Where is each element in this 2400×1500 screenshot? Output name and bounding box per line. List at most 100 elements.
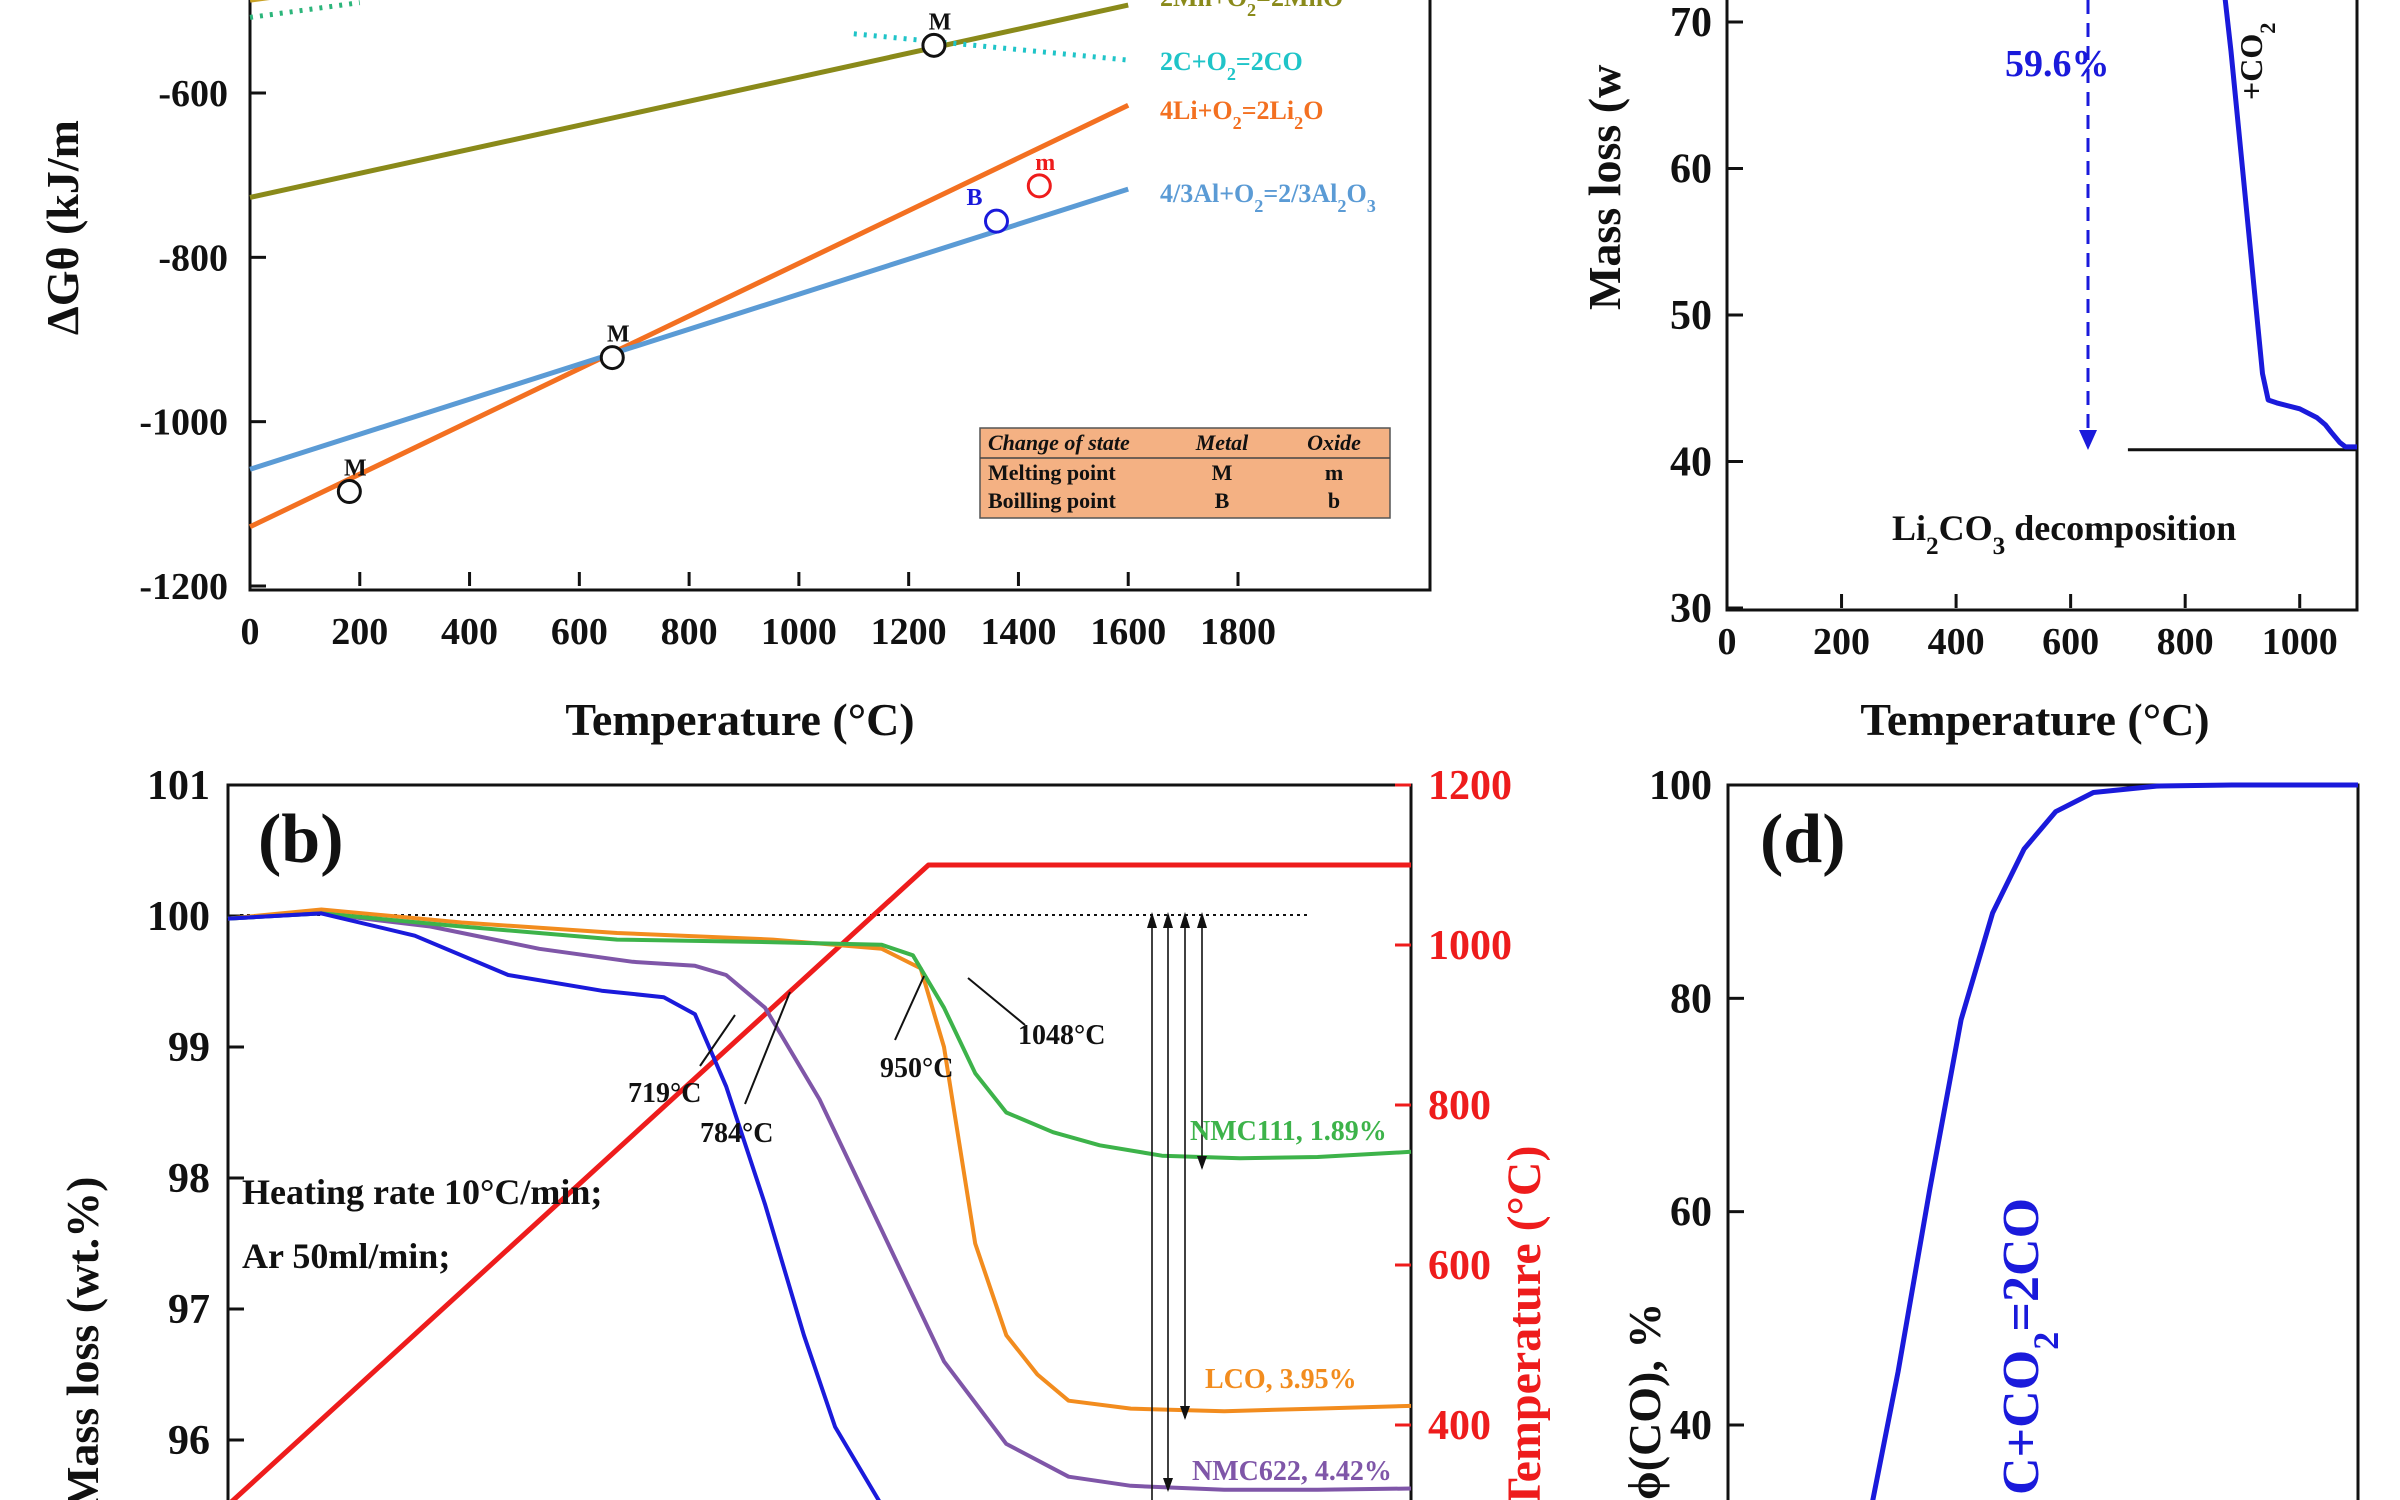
- y-tick-label: -800: [158, 237, 228, 279]
- state-marker: [1026, 173, 1052, 199]
- x-tick-label: 400: [441, 611, 498, 653]
- heating-rate-note: Heating rate 10°C/min;: [242, 1172, 602, 1212]
- table-header-oxide: Oxide: [1307, 430, 1361, 455]
- loss-arrow-head: [1163, 912, 1173, 928]
- state-marker: [599, 345, 625, 371]
- label-al2o3: 4/3Al+O2=2/3Al2O3: [1160, 179, 1376, 216]
- y-tick-label: 100: [1649, 763, 1712, 809]
- x-tick-label: 800: [2157, 621, 2214, 663]
- panel-b-label: (b): [258, 801, 344, 878]
- percent-label: 59.6%: [2005, 43, 2110, 85]
- x-tick-label: 1800: [1200, 611, 1276, 653]
- panel-a-x-axis-title: Temperature (°C): [565, 694, 914, 745]
- label-lco: LCO, 3.95%: [1205, 1364, 1357, 1395]
- x-tick-label: 1000: [761, 611, 837, 653]
- panel-c: 0 200 400 600 800 1000 70 60 50 40 30 Temperature…: [1579, 0, 2359, 745]
- table-cell-boiling-metal: B: [1215, 488, 1230, 513]
- table-row-melting: Melting point: [988, 460, 1116, 485]
- y-tick-label: -1000: [139, 402, 228, 444]
- temp-784: 784°C: [700, 1118, 773, 1149]
- y-tick-label: 101: [147, 763, 210, 809]
- panel-a: 0 200 400 600 800 1000 1200 1400 1600 1800 -600 -8…: [37, 0, 1432, 745]
- state-marker: [336, 479, 362, 505]
- state-marker: [921, 32, 947, 58]
- y2-tick-label: 800: [1428, 1083, 1491, 1129]
- y-tick-label: 40: [1670, 1403, 1712, 1449]
- panel-d: 100 80 60 40 (d) ϕ(CO), % C+CO2=2CO: [1619, 763, 2360, 1500]
- x-tick-label: 0: [241, 611, 260, 653]
- phi-co-curve: [1870, 782, 2358, 1500]
- label-co: 2C+O2=2CO: [1160, 47, 1303, 84]
- loss-arrow-head: [1180, 1406, 1190, 1420]
- loss-arrow-head: [1163, 1478, 1173, 1492]
- y-tick-label: 30: [1670, 586, 1712, 632]
- series-line-3: [249, 186, 1129, 472]
- y-tick-label: 70: [1670, 0, 1712, 46]
- panel-c-x-axis-title: Temperature (°C): [1860, 694, 2209, 745]
- x-tick-label: 1000: [2262, 621, 2338, 663]
- y2-tick-label: 400: [1428, 1403, 1491, 1449]
- panel-c-frame: [1725, 0, 2359, 612]
- table-cell-boiling-oxide: b: [1328, 488, 1340, 513]
- x-tick-label: 1400: [980, 611, 1056, 653]
- reaction-label: C+CO2=2CO: [1993, 1198, 2066, 1495]
- table-cell-melting-oxide: m: [1325, 460, 1343, 485]
- state-marker-label: B: [966, 185, 982, 211]
- x-tick-label: 200: [331, 611, 388, 653]
- panel-a-frame: [248, 0, 1432, 592]
- y-tick-label: 97: [168, 1287, 210, 1333]
- panel-c-y-axis-title: Mass loss (w: [1579, 65, 1630, 310]
- state-marker-label: M: [344, 456, 367, 482]
- panel-b: 101 100 99 98 97 96 1200 1000 800 600 400 (b) Mas…: [57, 763, 1551, 1500]
- mass-curve-3: [227, 911, 881, 1500]
- x-tick-label: 1200: [871, 611, 947, 653]
- percent-arrow-head: [2079, 430, 2097, 450]
- temp-1048: 1048°C: [1018, 1020, 1105, 1051]
- mass-curve-2: [227, 911, 1412, 1492]
- loss-arrows: [1147, 912, 1207, 1500]
- label-mno: 2Mn+O2=2MnO: [1160, 0, 1343, 20]
- panel-a-y-axis-title: ΔGθ (kJ/m: [37, 120, 88, 335]
- panel-d-y-axis-title: ϕ(CO), %: [1619, 1303, 1670, 1500]
- y-tick-label: 40: [1670, 440, 1712, 486]
- state-change-table: Change of state Metal Oxide Melting poin…: [979, 427, 1391, 519]
- decomposition-label: Li2CO3 decomposition: [1892, 508, 2236, 560]
- panel-b-y2-axis-title: Temperature (°C): [1498, 1146, 1551, 1500]
- temperature-line: [229, 862, 1411, 1500]
- panel-d-label: (d): [1760, 801, 1846, 878]
- x-tick-label: 600: [551, 611, 608, 653]
- loss-arrow-head: [1180, 912, 1190, 928]
- panel-d-frame: [1726, 783, 2360, 1500]
- state-marker-label: m: [1035, 150, 1055, 176]
- gas-flow-note: Ar 50ml/min;: [242, 1236, 450, 1276]
- mass-curve-1: [227, 907, 1412, 1414]
- y-tick-label: 60: [1670, 1190, 1712, 1236]
- y-tick-label: 96: [168, 1418, 210, 1464]
- table-header-change: Change of state: [988, 430, 1130, 455]
- table-row-boiling: Boilling point: [988, 488, 1116, 513]
- label-nmc111: NMC111, 1.89%: [1190, 1116, 1387, 1147]
- x-tick-label: 0: [1718, 621, 1737, 663]
- y-tick-label: 80: [1670, 976, 1712, 1022]
- series-line-2: [248, 103, 1130, 530]
- panel-b-y-axis-title: Mass loss (wt.%): [57, 1177, 108, 1500]
- table-cell-melting-metal: M: [1212, 460, 1233, 485]
- y-tick-label: -600: [158, 73, 228, 115]
- y-tick-label: 99: [168, 1025, 210, 1071]
- y-tick-label: 50: [1670, 293, 1712, 339]
- loss-arrow-head: [1147, 912, 1157, 928]
- y2-tick-label: 600: [1428, 1243, 1491, 1289]
- y-tick-label: 60: [1670, 147, 1712, 193]
- x-tick-label: 400: [1928, 621, 1985, 663]
- y2-tick-label: 1000: [1428, 923, 1512, 969]
- label-li2o: 4Li+O2=2Li2O: [1160, 96, 1323, 133]
- co-dotted-line: [249, 0, 361, 20]
- x-tick-label: 800: [661, 611, 718, 653]
- y2-tick-label: 1200: [1428, 763, 1512, 809]
- x-tick-label: 1600: [1090, 611, 1166, 653]
- temp-callouts: [699, 975, 1026, 1105]
- temp-719: 719°C: [628, 1078, 701, 1109]
- state-marker-label: M: [929, 9, 952, 35]
- temp-950: 950°C: [880, 1053, 953, 1084]
